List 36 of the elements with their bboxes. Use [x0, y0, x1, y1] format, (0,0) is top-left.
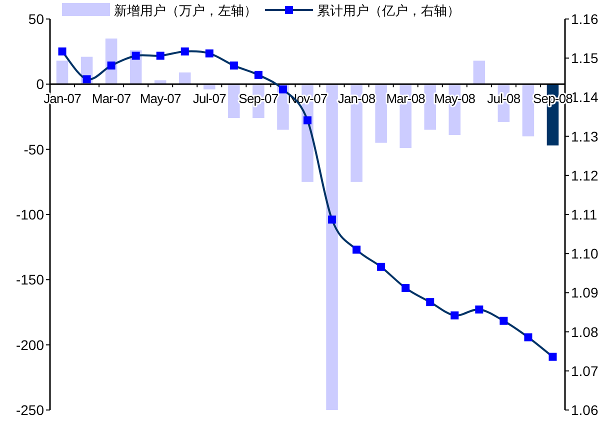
- x-tick-label: May-07: [140, 91, 181, 106]
- bar: [56, 60, 68, 84]
- y2-tick-label: 1.15: [571, 50, 598, 66]
- y2-tick-label: 1.16: [571, 11, 598, 27]
- y2-tick-label: 1.14: [571, 89, 598, 106]
- bar: [473, 60, 486, 84]
- legend-label: 累计用户（亿户，右轴）: [317, 3, 460, 18]
- y2-tick-label: 1.11: [571, 206, 598, 222]
- y2-tick-label: 1.08: [571, 324, 598, 340]
- bar: [522, 84, 534, 136]
- x-tick-label: May-08: [434, 91, 476, 106]
- x-tick-label: Jul-07: [192, 91, 226, 106]
- y2-tick-label: 1.10: [571, 246, 598, 262]
- y2-tick-label: 1.09: [571, 284, 598, 301]
- y2-tick-label: 1.13: [571, 128, 598, 144]
- x-tick-label: Sep-07: [238, 91, 278, 106]
- legend-label: 新增用户（万户，左轴）: [114, 3, 257, 18]
- y-tick-label: -50: [24, 141, 44, 158]
- y-tick-label: -200: [16, 336, 44, 353]
- x-tick-label: Mar-07: [92, 91, 131, 106]
- x-tick-label: Jul-08: [487, 91, 520, 106]
- y-tick-label: -100: [16, 206, 44, 222]
- x-tick-label: Jan-08: [338, 91, 376, 106]
- y-tick-label: 50: [28, 11, 44, 27]
- y-tick-label: 0: [36, 76, 44, 92]
- y-tick-label: -250: [16, 402, 44, 418]
- y2-tick-label: 1.07: [571, 362, 598, 379]
- bar: [326, 84, 338, 410]
- y2-tick-label: 1.12: [571, 167, 598, 184]
- bar: [424, 84, 436, 130]
- bar: [228, 84, 240, 118]
- y2-tick-label: 1.06: [571, 402, 598, 418]
- y-tick-label: -150: [16, 272, 44, 288]
- bar: [178, 72, 191, 84]
- bar: [375, 84, 387, 143]
- x-tick-label: Mar-08: [386, 91, 426, 106]
